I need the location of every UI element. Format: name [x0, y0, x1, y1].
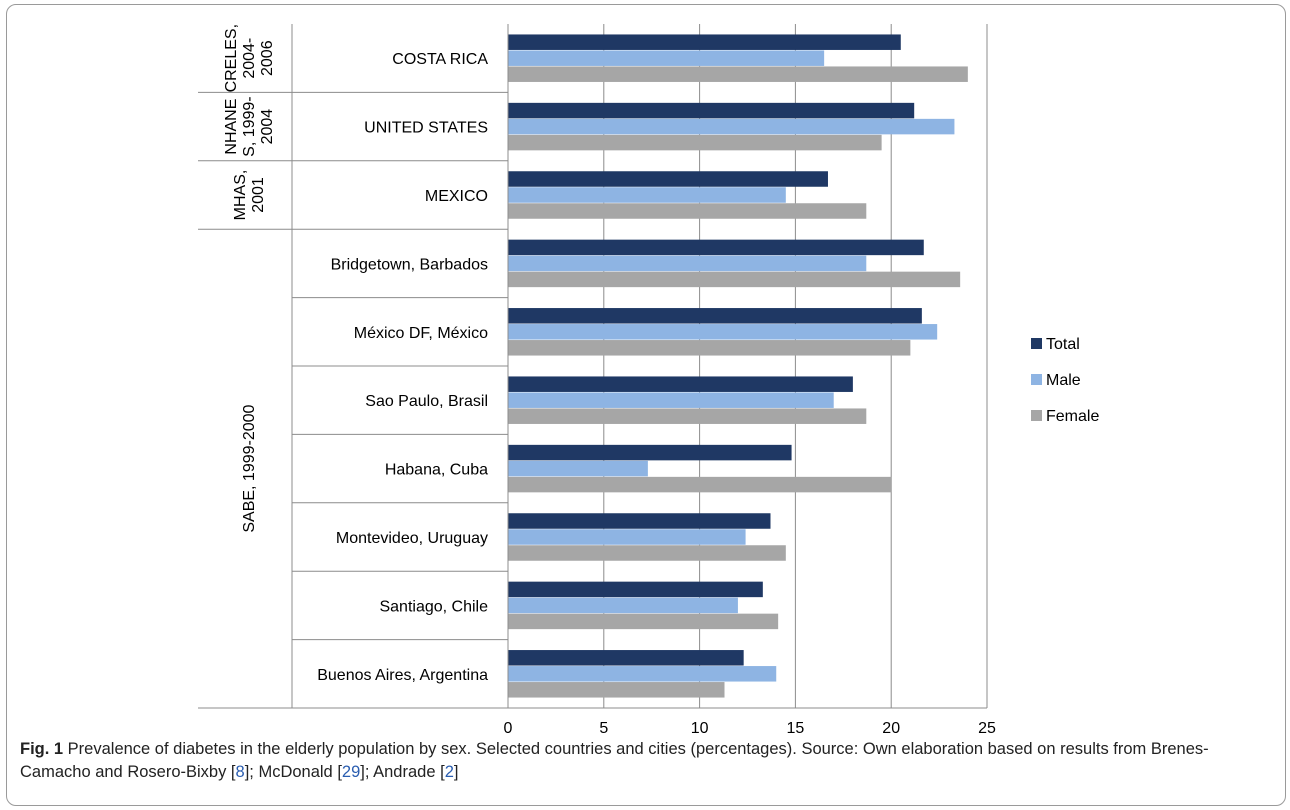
- bar-female: [508, 340, 911, 356]
- x-tick-label: 0: [504, 720, 513, 735]
- legend-label-total: Total: [1046, 336, 1080, 353]
- bar-male: [508, 324, 938, 340]
- bar-male: [508, 255, 867, 272]
- group-label: 2006: [259, 40, 276, 76]
- caption-text-part: ]; McDonald [: [244, 763, 342, 781]
- group-label: MHAS,: [232, 170, 249, 221]
- bar-chart: COSTA RICA UNITED STATES MEXICO Bridgetown,…: [198, 24, 1099, 735]
- group-label: 2001: [250, 177, 267, 213]
- figure-caption: Fig. 1 Prevalence of diabetes in the eld…: [20, 738, 1270, 784]
- legend-swatch-male: [1031, 374, 1042, 385]
- caption-text: Prevalence of diabetes in the elderly po…: [20, 740, 1209, 781]
- category-label: Montevideo, Uruguay: [336, 530, 488, 547]
- caption-label: Fig. 1: [20, 740, 64, 758]
- bar-total: [508, 34, 901, 50]
- caption-reference-link[interactable]: 8: [235, 763, 245, 781]
- bar-total: [508, 444, 792, 461]
- bar-female: [508, 203, 867, 219]
- category-label: COSTA RICA: [392, 51, 488, 68]
- category-label: México DF, México: [354, 325, 488, 342]
- bar-male: [508, 118, 955, 135]
- x-tick-label: 20: [882, 720, 900, 735]
- category-label: Habana, Cuba: [385, 462, 488, 479]
- category-label: MEXICO: [425, 188, 488, 205]
- group-label: S, 1999-: [241, 96, 258, 156]
- bar-total: [508, 581, 763, 598]
- bar-male: [508, 666, 777, 682]
- figure-frame: [6, 4, 1286, 806]
- bar-total: [508, 650, 744, 666]
- group-label: NHANE: [223, 99, 240, 155]
- category-label: Buenos Aires, Argentina: [317, 667, 488, 684]
- bar-female: [508, 271, 961, 288]
- category-label: Bridgetown, Barbados: [331, 256, 488, 273]
- bar-total: [508, 171, 828, 187]
- bar-male: [508, 187, 786, 203]
- bar-female: [508, 613, 779, 630]
- bar-male: [508, 597, 738, 614]
- group-label: SABE, 1999-2000: [241, 404, 258, 532]
- group-label: CRELES,: [223, 24, 240, 92]
- category-label: UNITED STATES: [364, 120, 488, 137]
- legend-label-male: Male: [1046, 372, 1081, 389]
- bar-male: [508, 392, 834, 408]
- bar-female: [508, 66, 968, 82]
- x-tick-label: 25: [978, 720, 996, 735]
- bar-female: [508, 476, 892, 493]
- bar-female: [508, 545, 786, 561]
- caption-reference-link[interactable]: 29: [341, 763, 361, 781]
- x-tick-label: 5: [599, 720, 608, 735]
- category-label: Sao Paulo, Brasil: [365, 393, 488, 410]
- x-tick-label: 10: [691, 720, 709, 735]
- bar-male: [508, 529, 746, 545]
- group-label: 2004-: [241, 38, 258, 79]
- legend-swatch-female: [1031, 410, 1042, 421]
- bar-female: [508, 682, 725, 698]
- caption-reference-link[interactable]: 2: [444, 763, 454, 781]
- bar-total: [508, 102, 915, 119]
- bar-female: [508, 134, 882, 151]
- bar-total: [508, 376, 853, 392]
- bar-female: [508, 408, 867, 424]
- group-label: 2004: [259, 109, 276, 145]
- caption-text-part: ]; Andrade [: [360, 763, 445, 781]
- caption-text-part: ]: [453, 763, 459, 781]
- bar-male: [508, 50, 825, 66]
- legend-label-female: Female: [1046, 408, 1099, 425]
- category-label: Santiago, Chile: [379, 598, 488, 615]
- bar-male: [508, 460, 648, 477]
- bar-total: [508, 239, 924, 256]
- bar-total: [508, 513, 771, 529]
- bar-total: [508, 308, 922, 324]
- caption-text-part: Prevalence of diabetes in the elderly po…: [20, 740, 1209, 781]
- x-tick-label: 15: [787, 720, 805, 735]
- legend-swatch-total: [1031, 338, 1042, 349]
